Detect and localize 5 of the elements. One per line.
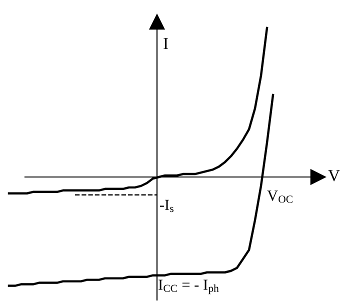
ref-line-label: -I$_{s}$ xyxy=(160,200,174,212)
annotation: I$_{CC}$ = - I$_{ph}$ xyxy=(158,280,219,294)
y-axis-title: I xyxy=(164,38,168,50)
annotation: V$_{OC}$ xyxy=(267,190,292,203)
x-axis-title: V xyxy=(328,170,340,182)
